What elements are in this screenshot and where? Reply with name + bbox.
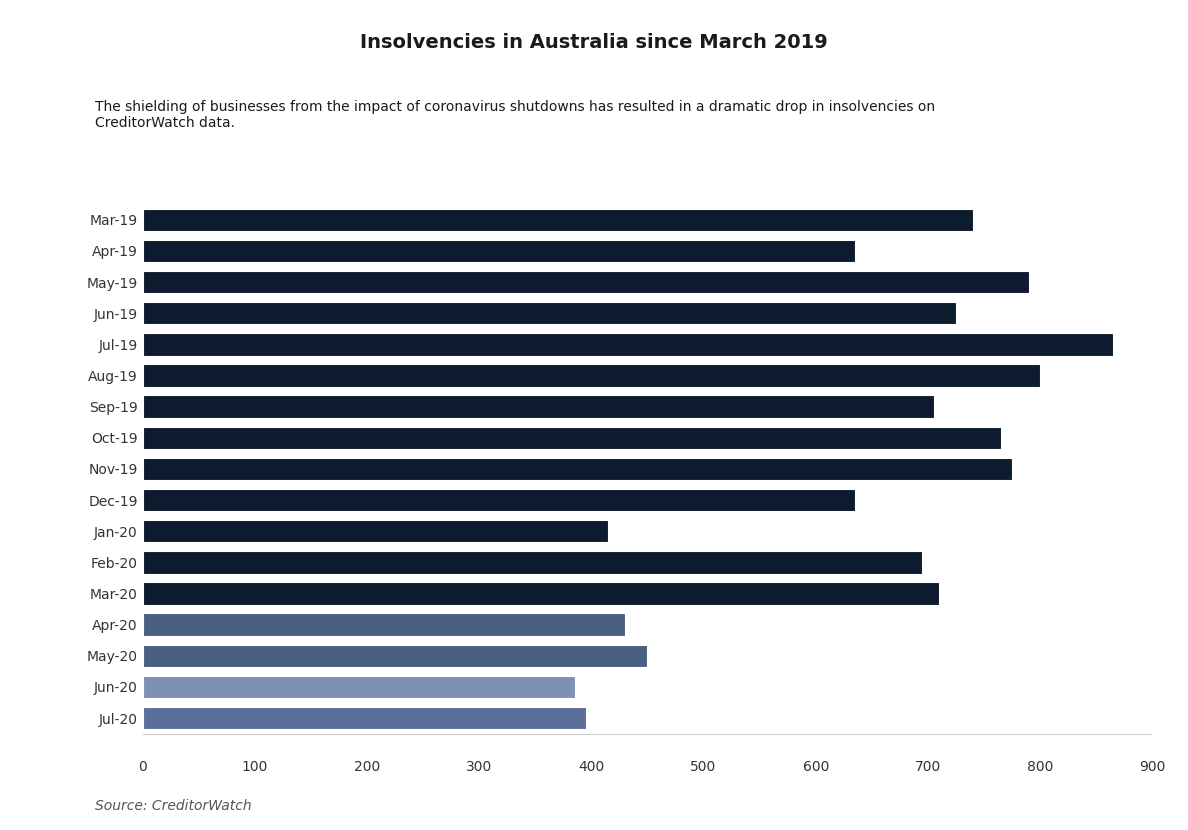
Bar [143, 613, 625, 636]
Bar [143, 457, 1012, 481]
Bar [143, 208, 973, 231]
Bar [143, 240, 855, 262]
Bar [143, 707, 586, 730]
Bar [143, 333, 1113, 355]
Bar [143, 364, 1041, 387]
Bar [143, 489, 855, 511]
Bar [143, 645, 647, 667]
Bar [143, 583, 940, 605]
Text: The shielding of businesses from the impact of coronavirus shutdowns has resulte: The shielding of businesses from the imp… [95, 100, 935, 129]
Text: Insolvencies in Australia since March 2019: Insolvencies in Australia since March 20… [360, 33, 828, 52]
Bar [143, 395, 934, 417]
Bar [143, 427, 1000, 449]
Bar [143, 271, 1029, 293]
Text: Source: CreditorWatch: Source: CreditorWatch [95, 799, 252, 813]
Bar [143, 520, 608, 543]
Bar [143, 551, 922, 574]
Bar [143, 302, 956, 325]
Bar [143, 676, 575, 698]
